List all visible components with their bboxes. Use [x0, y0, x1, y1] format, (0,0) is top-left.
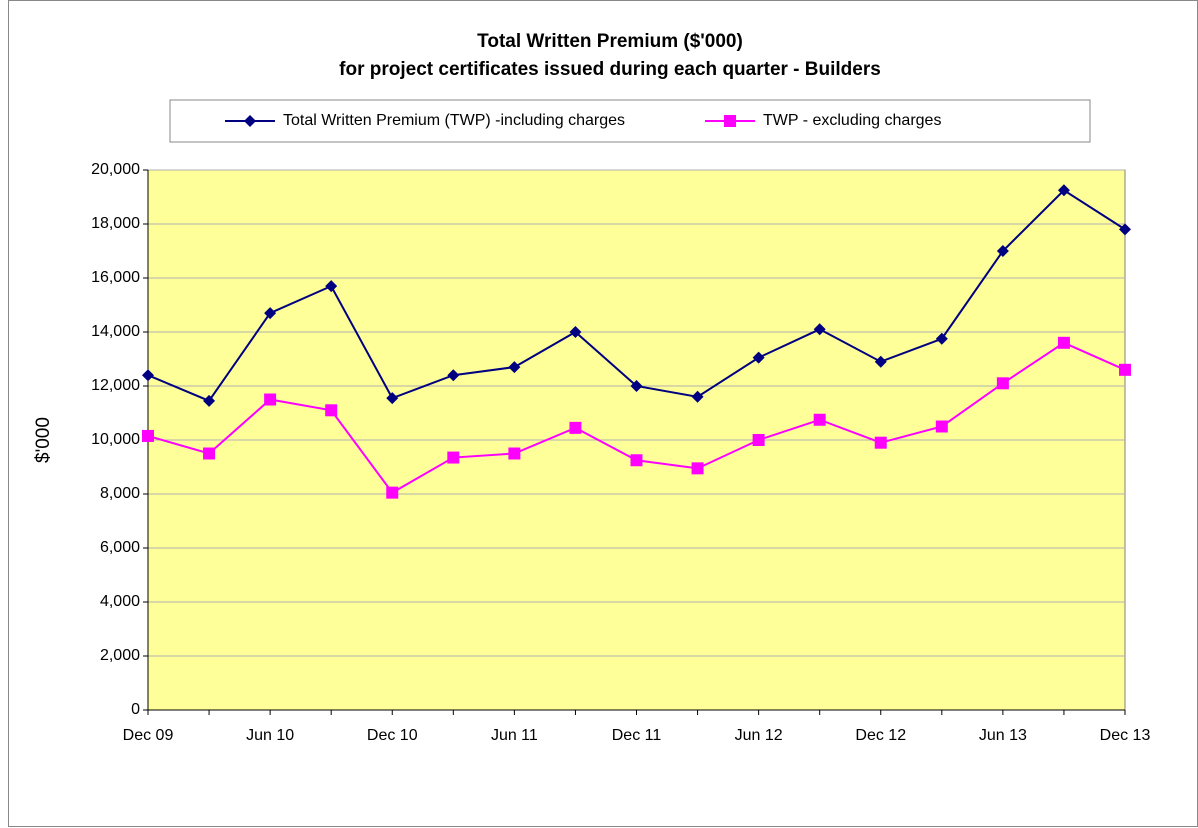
- data-point: [691, 462, 704, 475]
- data-point: [264, 393, 277, 406]
- x-tick-label: Jun 13: [979, 727, 1027, 744]
- data-point: [874, 355, 887, 368]
- data-point: [630, 454, 643, 467]
- data-point: [1119, 223, 1131, 236]
- data-point: [569, 421, 582, 434]
- legend-label: Total Written Premium (TWP) -including c…: [283, 112, 625, 129]
- data-point: [264, 307, 277, 320]
- y-tick-label: 16,000: [91, 269, 140, 286]
- data-point: [1057, 336, 1070, 349]
- chart-title: for project certificates issued during e…: [339, 59, 881, 80]
- x-tick-label: Dec 10: [367, 727, 418, 744]
- data-point: [935, 420, 948, 433]
- x-tick-label: Dec 09: [123, 727, 174, 744]
- data-point: [996, 377, 1009, 390]
- y-tick-label: 0: [131, 701, 140, 718]
- legend-label: TWP - excluding charges: [763, 112, 941, 129]
- x-tick-label: Dec 13: [1100, 727, 1151, 744]
- data-point: [1119, 363, 1131, 376]
- data-point: [386, 392, 399, 405]
- data-point: [142, 369, 154, 382]
- legend-marker: [724, 115, 736, 127]
- data-point: [508, 447, 521, 460]
- data-point: [447, 369, 460, 382]
- data-point: [447, 451, 460, 464]
- y-tick-label: 10,000: [91, 431, 140, 448]
- data-point: [203, 394, 216, 407]
- data-point: [569, 326, 582, 338]
- x-tick-label: Jun 10: [246, 727, 294, 744]
- data-point: [813, 323, 826, 336]
- data-point: [1057, 184, 1070, 197]
- data-point: [691, 390, 704, 403]
- data-point: [142, 429, 154, 442]
- y-tick-label: 20,000: [91, 161, 140, 178]
- y-tick-label: 6,000: [100, 539, 140, 556]
- x-tick-label: Dec 12: [855, 727, 906, 744]
- data-point: [508, 361, 521, 374]
- y-tick-label: 4,000: [100, 593, 140, 610]
- x-tick-label: Dec 11: [612, 727, 662, 744]
- y-tick-label: 2,000: [100, 647, 140, 664]
- legend-box: [169, 99, 1091, 143]
- y-tick-label: 8,000: [100, 485, 140, 502]
- y-axis-label: $'000: [33, 417, 54, 463]
- data-point: [813, 413, 826, 426]
- x-tick-label: Jun 11: [491, 727, 538, 744]
- data-point: [203, 447, 216, 460]
- data-point: [935, 332, 948, 345]
- data-point: [996, 245, 1009, 257]
- data-point: [874, 436, 887, 449]
- y-tick-label: 14,000: [91, 323, 140, 340]
- data-point: [752, 434, 765, 446]
- chart-title: Total Written Premium ($'000): [477, 31, 743, 52]
- data-point: [630, 380, 643, 392]
- x-tick-label: Jun 12: [735, 727, 783, 744]
- y-tick-label: 18,000: [91, 215, 140, 232]
- data-point: [752, 351, 765, 364]
- data-point: [386, 486, 399, 499]
- data-point: [325, 404, 338, 417]
- y-tick-label: 12,000: [91, 377, 140, 394]
- legend-marker: [244, 115, 256, 127]
- data-point: [325, 280, 338, 293]
